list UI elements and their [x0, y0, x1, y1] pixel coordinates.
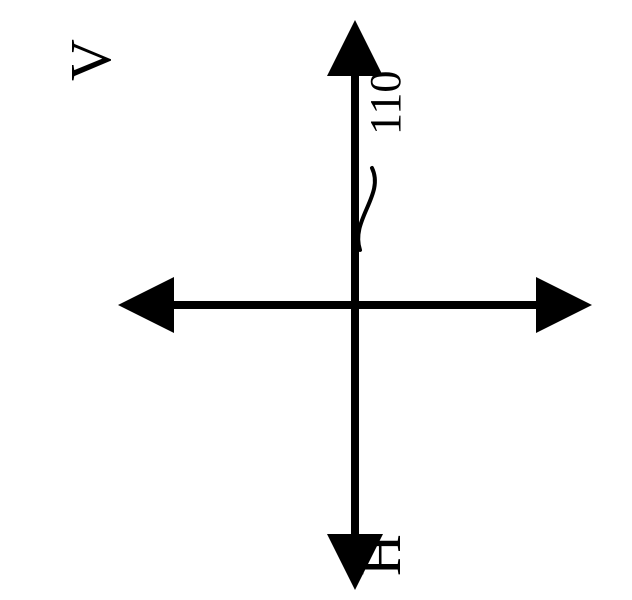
reference-label-110: 110: [361, 71, 410, 135]
axes-diagram: V H 110: [0, 0, 632, 600]
axis-label-v: V: [58, 39, 123, 81]
leader-curve: [358, 168, 375, 250]
axis-label-h: H: [348, 534, 413, 576]
